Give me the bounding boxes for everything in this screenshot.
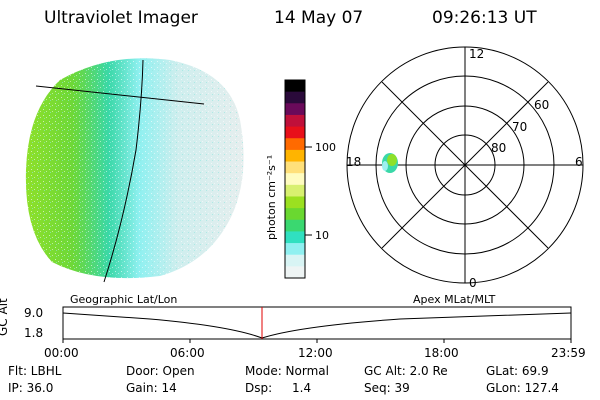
colorbar-band [285, 126, 305, 139]
colorbar-band [285, 254, 305, 267]
lat-label-80: 80 [491, 141, 507, 155]
colorbar-band [285, 266, 305, 279]
colorbar-band [285, 184, 305, 198]
x-tick-1200: 12:00 [298, 346, 333, 360]
colorbar-band [285, 173, 305, 186]
colorbar-band [285, 149, 305, 163]
dsp-value: 1.4 [292, 381, 312, 395]
dsp-label: Dsp: [245, 381, 273, 395]
longitude-line [103, 59, 144, 283]
x-tick-0000: 00:00 [44, 346, 79, 360]
mlt-label-0: 0 [469, 276, 477, 290]
colorbar-band [285, 231, 305, 244]
filter-info: Flt: LBHL [8, 364, 62, 378]
colorbar [284, 79, 312, 279]
altitude-curve [62, 312, 572, 339]
x-tick-1800: 18:00 [424, 346, 459, 360]
glon-info: GLon: 127.4 [486, 381, 559, 395]
colorbar-band [285, 196, 305, 209]
lat-label-60: 60 [534, 98, 550, 112]
mlt-label-12: 12 [469, 47, 485, 61]
ip-info: IP: 36.0 [8, 381, 54, 395]
colorbar-band [285, 80, 305, 93]
latitude-line [35, 85, 205, 105]
seq-info: Seq: 39 [364, 381, 410, 395]
lat-label-70: 70 [512, 120, 528, 134]
glat-info: GLat: 69.9 [486, 364, 549, 378]
time-label: 09:26:13 UT [432, 8, 537, 28]
colorbar-tick-10: 10 [315, 229, 329, 242]
colorbar-band [285, 243, 305, 256]
gain-info: Gain: 14 [126, 381, 177, 395]
colorbar-tick-100: 100 [315, 141, 336, 154]
date-label: 14 May 07 [274, 8, 364, 28]
y-tick-high: 9.0 [24, 306, 44, 320]
gc-alt-axis-title: GC Alt [0, 298, 10, 336]
geographic-label: Geographic Lat/Lon [70, 293, 178, 306]
colorbar-band [285, 161, 305, 174]
mlt-label-6: 6 [575, 155, 583, 169]
colorbar-band [285, 208, 305, 221]
x-tick-2359: 23:59 [551, 346, 586, 360]
y-tick-low: 1.8 [24, 326, 44, 340]
apex-label: Apex MLat/MLT [413, 293, 496, 306]
polar-plot [346, 46, 584, 284]
colorbar-band [285, 103, 305, 116]
colorbar-band [285, 91, 305, 104]
x-tick-0600: 06:00 [170, 346, 205, 360]
colorbar-band [285, 219, 305, 233]
instrument-title: Ultraviolet Imager [44, 8, 198, 28]
auroral-blob [382, 153, 398, 173]
mode-info: Mode: Normal [245, 364, 329, 378]
colorbar-band [285, 138, 305, 151]
gc-alt-info: GC Alt: 2.0 Re [364, 364, 448, 378]
orbit-timeline [62, 306, 572, 343]
door-info: Door: Open [126, 364, 195, 378]
colorbar-band [285, 114, 305, 128]
uv-earth-image [25, 58, 244, 283]
mlt-label-18: 18 [346, 155, 362, 169]
colorbar-unit-label: photon cm⁻²s⁻¹ [265, 154, 278, 240]
